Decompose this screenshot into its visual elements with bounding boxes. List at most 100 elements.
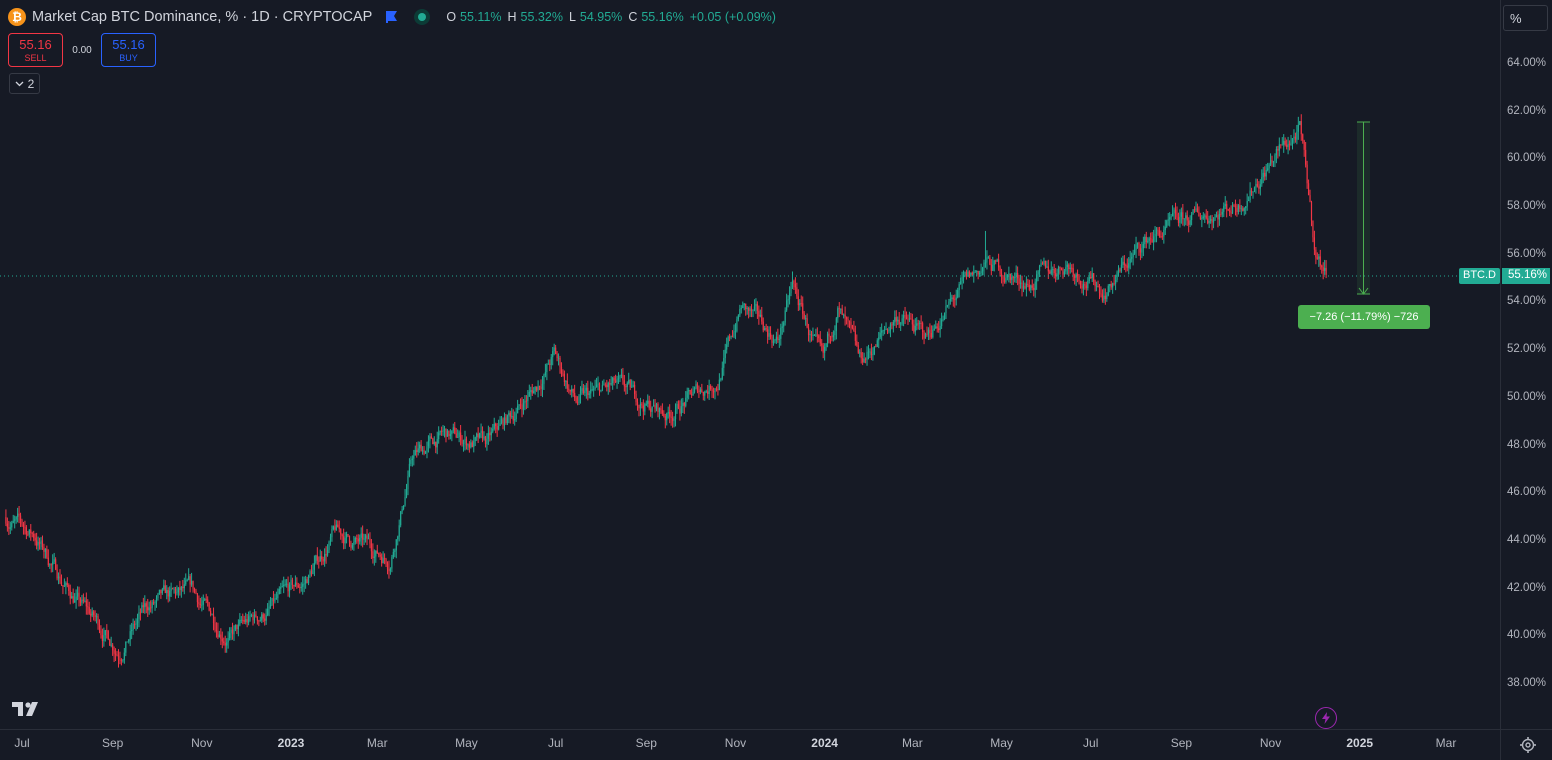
- candle-body: [91, 611, 93, 616]
- candle-body: [1074, 275, 1076, 278]
- candle-body: [440, 431, 443, 432]
- candle-body: [1087, 281, 1089, 289]
- candle-body: [117, 655, 120, 660]
- price-axis-label: 44.00%: [1506, 533, 1546, 546]
- candle-body: [881, 330, 883, 333]
- low-value: 54.95%: [579, 10, 623, 24]
- candle-body: [248, 616, 250, 623]
- candle-body: [1204, 215, 1206, 217]
- candle-body: [1265, 169, 1267, 177]
- candle-body: [572, 389, 574, 393]
- candle-body: [822, 345, 824, 353]
- candle-body: [217, 630, 219, 638]
- candle-body: [818, 335, 820, 339]
- candle-body: [695, 384, 697, 389]
- time-axis-label: Jul: [547, 736, 564, 750]
- buy-button[interactable]: 55.16 BUY: [101, 33, 156, 67]
- candle-body: [699, 389, 701, 392]
- candle-body: [954, 299, 956, 301]
- candle-body: [788, 293, 791, 300]
- candle-body: [648, 400, 650, 409]
- candle-body: [112, 644, 114, 651]
- candle-body: [331, 529, 333, 538]
- candle-body: [921, 323, 924, 333]
- candle-body: [902, 315, 905, 319]
- market-status-icon[interactable]: [414, 9, 431, 25]
- candle-body: [938, 328, 940, 331]
- candle-body: [784, 310, 786, 323]
- candle-body: [1186, 215, 1188, 221]
- candle-body: [305, 579, 307, 584]
- candle-body: [489, 432, 491, 436]
- candle-body: [1053, 269, 1055, 274]
- candle-body: [230, 629, 232, 633]
- scale-mode-button[interactable]: %: [1503, 5, 1548, 31]
- candle-body: [135, 623, 137, 625]
- sell-button[interactable]: 55.16 SELL: [8, 33, 63, 67]
- candle-body: [775, 336, 777, 341]
- lightning-icon[interactable]: [1315, 707, 1337, 729]
- price-axis-label: 42.00%: [1506, 581, 1546, 594]
- candle-body: [1139, 247, 1142, 253]
- candle-body: [949, 298, 951, 302]
- candle-body: [1019, 282, 1022, 284]
- candle-body: [569, 389, 571, 392]
- candle-body: [752, 309, 754, 312]
- candle-body: [549, 363, 551, 365]
- candle-body: [392, 551, 394, 558]
- candle-body: [1109, 283, 1111, 286]
- candle-body: [998, 259, 1000, 268]
- candle-body: [493, 423, 495, 429]
- candle-body: [598, 383, 601, 392]
- candle-body: [951, 297, 953, 299]
- candle-body: [1272, 161, 1275, 163]
- flag-icon[interactable]: [384, 10, 398, 24]
- candle-body: [786, 300, 788, 311]
- candle-body: [101, 635, 104, 642]
- candle-body: [284, 583, 286, 585]
- candle-body: [1258, 186, 1260, 189]
- candle-body: [679, 408, 681, 414]
- candle-body: [37, 541, 39, 546]
- candle-body: [1318, 256, 1320, 259]
- candle-body: [400, 511, 402, 526]
- candle-body: [591, 389, 593, 391]
- gear-icon[interactable]: [1519, 736, 1537, 754]
- candle-body: [1056, 273, 1058, 277]
- tradingview-logo-icon[interactable]: [12, 700, 44, 718]
- symbol-title[interactable]: Market Cap BTC Dominance, % · 1D · CRYPT…: [32, 9, 373, 25]
- candle-body: [673, 418, 675, 421]
- candle-body: [708, 385, 710, 395]
- candle-body: [669, 411, 671, 417]
- candle-body: [1071, 267, 1073, 269]
- candle-body: [1324, 267, 1326, 272]
- candle-body: [1043, 260, 1045, 264]
- candle-body: [816, 334, 818, 336]
- candle-body: [1128, 263, 1130, 268]
- candle-body: [214, 623, 216, 630]
- candle-body: [612, 377, 614, 384]
- candle-body: [843, 314, 845, 316]
- candle-body: [957, 290, 959, 298]
- candle-body: [307, 575, 310, 584]
- measure-tool[interactable]: [1357, 121, 1370, 295]
- candle-body: [512, 416, 514, 421]
- candle-body: [404, 497, 406, 506]
- candle-body: [1097, 286, 1099, 287]
- candle-body: [755, 303, 757, 307]
- buy-label: BUY: [119, 53, 138, 63]
- candle-body: [834, 331, 836, 336]
- candle-body: [1094, 281, 1096, 287]
- candle-body: [1262, 172, 1264, 178]
- candle-body: [261, 614, 263, 621]
- candle-body: [907, 319, 909, 321]
- candle-body: [540, 386, 542, 389]
- candle-body: [429, 436, 431, 441]
- candle-body: [1055, 273, 1057, 277]
- candle-body: [204, 599, 206, 601]
- candle-body: [50, 564, 52, 566]
- candle-body: [654, 405, 656, 409]
- indicators-toggle-button[interactable]: 2: [9, 73, 40, 94]
